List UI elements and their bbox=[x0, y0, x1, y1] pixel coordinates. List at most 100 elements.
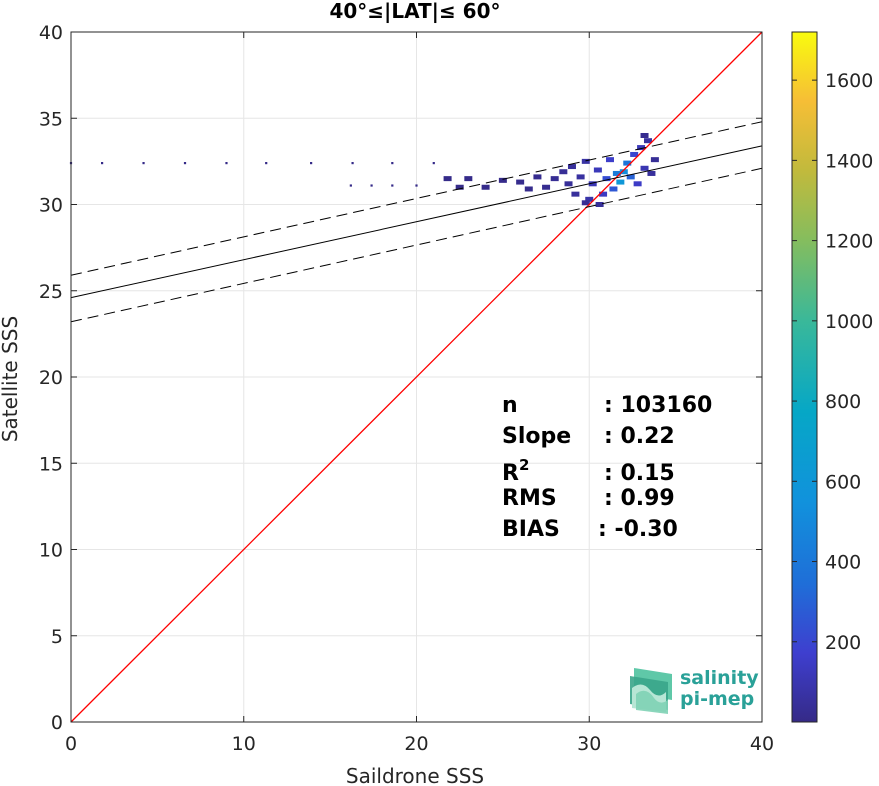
stat-label: RMS bbox=[502, 486, 557, 511]
density-cell bbox=[650, 157, 659, 163]
density-cell bbox=[498, 177, 507, 183]
y-tick-label: 20 bbox=[39, 367, 63, 389]
axis-ticks: 0 10 20 30 40 0 5 10 15 20 25 30 35 40 bbox=[39, 22, 774, 755]
stat-label: R2 bbox=[502, 456, 529, 486]
logo-text-line2: pi-mep bbox=[680, 688, 754, 710]
density-cell bbox=[100, 162, 104, 165]
colorbar-tick-label: 1600 bbox=[825, 70, 873, 92]
density-cell bbox=[626, 174, 635, 180]
density-cell bbox=[581, 200, 590, 206]
x-tick-label: 40 bbox=[750, 733, 774, 755]
density-cell bbox=[432, 162, 435, 165]
density-cell bbox=[609, 186, 618, 192]
one-to-one-line bbox=[70, 31, 763, 723]
colorbar-bar bbox=[791, 31, 818, 723]
density-cell bbox=[391, 162, 394, 165]
colorbar-tick-label: 1000 bbox=[825, 311, 873, 333]
salinity-pimep-logo: salinity pi-mep bbox=[630, 667, 759, 714]
density-cell bbox=[443, 176, 452, 182]
wave-logo-icon bbox=[630, 668, 672, 714]
colorbar-tick-label: 1200 bbox=[825, 231, 873, 253]
density-cell bbox=[349, 184, 352, 187]
density-cell bbox=[640, 133, 649, 138]
fit-lines bbox=[70, 31, 763, 723]
y-axis-title: Satellite SSS bbox=[0, 316, 22, 442]
density-cell bbox=[619, 169, 628, 175]
density-cell bbox=[550, 176, 559, 182]
density-cell bbox=[225, 162, 228, 165]
density-cell bbox=[633, 181, 642, 187]
x-tick-label: 0 bbox=[65, 733, 77, 755]
density-cells bbox=[69, 133, 659, 207]
density-cell bbox=[533, 174, 542, 180]
stat-value: : 103160 bbox=[604, 393, 712, 418]
stat-label: Slope bbox=[502, 424, 571, 449]
x-tick-label: 10 bbox=[232, 733, 256, 755]
stat-value: : 0.22 bbox=[604, 424, 675, 449]
y-tick-label: 40 bbox=[39, 22, 63, 44]
density-cell bbox=[588, 181, 597, 187]
density-cell bbox=[581, 158, 590, 164]
colorbar-tick-label: 600 bbox=[825, 471, 861, 493]
density-cell bbox=[567, 164, 576, 170]
colorbar-tick-label: 400 bbox=[825, 552, 861, 574]
density-cell bbox=[464, 176, 473, 182]
x-axis-title: Saildrone SSS bbox=[346, 764, 484, 786]
density-cell bbox=[616, 179, 625, 185]
y-tick-label: 0 bbox=[51, 712, 63, 734]
density-cell bbox=[571, 191, 580, 197]
density-cell bbox=[265, 162, 268, 165]
regression-line bbox=[70, 145, 763, 299]
density-cell bbox=[605, 157, 614, 163]
density-cell bbox=[612, 170, 621, 176]
stat-label: BIAS bbox=[502, 517, 560, 542]
density-cell bbox=[183, 162, 187, 165]
stat-label: n bbox=[502, 393, 518, 418]
density-cell bbox=[602, 176, 611, 182]
stats-box: n : 103160 Slope : 0.22 R2 : 0.15 RMS : 0.99 BIA… bbox=[502, 393, 712, 542]
density-cell bbox=[564, 181, 573, 187]
density-cell bbox=[481, 184, 490, 190]
x-tick-label: 20 bbox=[404, 733, 428, 755]
y-tick-label: 25 bbox=[39, 281, 63, 303]
colorbar: 200 400 600 800 1000 1200 1400 1600 bbox=[791, 31, 873, 723]
density-cell bbox=[415, 184, 418, 187]
density-cell bbox=[142, 162, 145, 165]
density-cell bbox=[637, 145, 646, 151]
y-tick-label: 5 bbox=[51, 626, 63, 648]
density-cell bbox=[576, 174, 585, 180]
grid-lines bbox=[71, 32, 762, 722]
density-cell bbox=[391, 184, 394, 187]
colorbar-tick-label: 1400 bbox=[825, 150, 873, 172]
density-cell bbox=[599, 191, 608, 197]
stat-superscript: 2 bbox=[519, 456, 529, 474]
x-tick-label: 30 bbox=[577, 733, 601, 755]
density-cell bbox=[516, 179, 525, 185]
stat-value: : -0.30 bbox=[598, 517, 678, 542]
density-cell bbox=[542, 184, 551, 190]
y-tick-label: 30 bbox=[39, 195, 63, 217]
density-cell bbox=[585, 196, 594, 202]
density-cell bbox=[640, 165, 649, 171]
stat-value: : 0.15 bbox=[604, 461, 675, 486]
density-cell bbox=[524, 186, 533, 192]
density-cell bbox=[593, 167, 602, 173]
density-cell bbox=[595, 202, 604, 207]
density-cell bbox=[351, 162, 354, 165]
logo-text-line1: salinity bbox=[680, 667, 759, 689]
y-tick-label: 10 bbox=[39, 540, 63, 562]
density-cell bbox=[630, 151, 639, 157]
density-cell bbox=[647, 170, 656, 176]
density-cell bbox=[370, 184, 373, 187]
density-cell bbox=[455, 184, 464, 190]
colorbar-tick-label: 800 bbox=[825, 391, 861, 413]
y-tick-label: 35 bbox=[39, 108, 63, 130]
colorbar-tick-label: 200 bbox=[825, 632, 861, 654]
chart-title: 40°≤|LAT|≤ 60° bbox=[329, 0, 500, 23]
density-cell bbox=[559, 169, 568, 175]
density-cell bbox=[643, 138, 652, 144]
stat-value: : 0.99 bbox=[604, 486, 675, 511]
density-cell bbox=[623, 160, 632, 166]
y-tick-label: 15 bbox=[39, 453, 63, 475]
